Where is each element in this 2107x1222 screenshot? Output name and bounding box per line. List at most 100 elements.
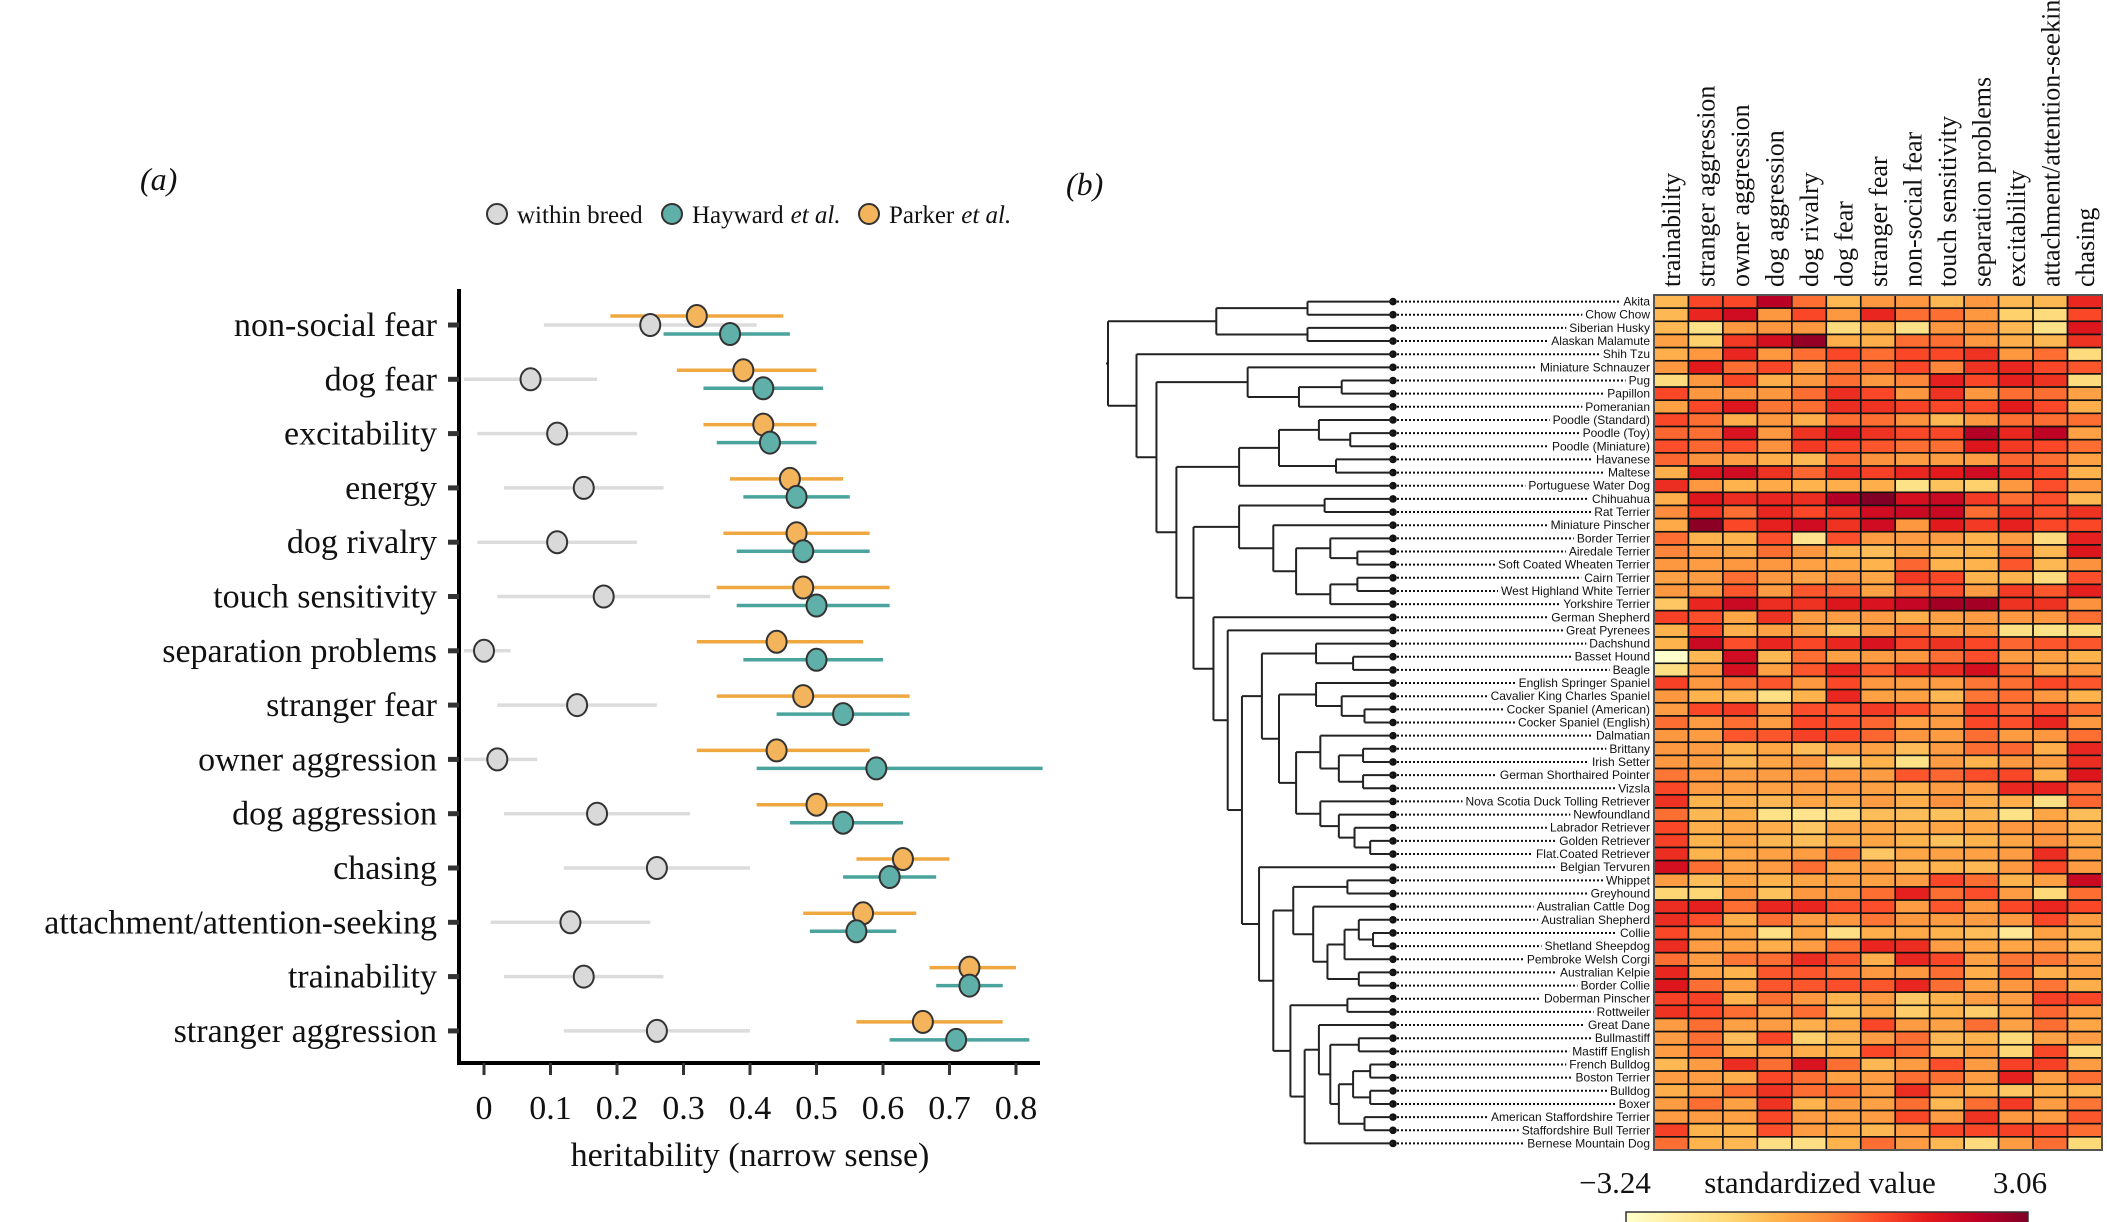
heatmap-cell bbox=[2066, 872, 2103, 888]
heatmap-cell bbox=[1756, 294, 1793, 309]
heatmap-cell bbox=[1653, 925, 1690, 941]
heatmap-cell bbox=[1928, 596, 1965, 612]
heatmap-cell bbox=[1894, 307, 1931, 323]
heatmap-cell bbox=[2032, 965, 2069, 980]
x-axis-title: heritability (narrow sense) bbox=[571, 1137, 930, 1174]
heatmap-cell bbox=[1859, 912, 1897, 928]
heatmap-cell bbox=[1894, 741, 1931, 757]
heatmap-cell bbox=[1722, 675, 1759, 691]
heatmap-cell bbox=[2032, 1030, 2069, 1046]
heatmap-cell bbox=[1722, 728, 1759, 744]
heatmap-cell bbox=[1963, 754, 2000, 770]
heatmap-cell bbox=[1859, 346, 1897, 362]
heatmap-cell bbox=[1756, 583, 1793, 599]
heatmap-cell bbox=[1963, 820, 2000, 836]
heatmap-cell bbox=[1653, 938, 1690, 954]
heatmap-cell bbox=[1653, 386, 1690, 402]
heatmap-cell bbox=[1825, 741, 1862, 757]
heatmap-cell bbox=[1963, 596, 2000, 612]
heatmap-cell bbox=[1722, 1030, 1759, 1046]
heatmap-cell bbox=[1997, 609, 2034, 625]
heatmap-cell bbox=[1825, 899, 1862, 915]
heatmap-cell bbox=[1653, 1109, 1690, 1125]
heatmap-cell bbox=[2066, 925, 2103, 941]
heatmap-cell bbox=[1791, 504, 1828, 520]
heatmap-cell bbox=[1722, 899, 1759, 915]
heatmap-cell bbox=[1756, 1057, 1793, 1072]
within-point bbox=[645, 1018, 668, 1043]
hayward-point bbox=[752, 376, 775, 401]
heatmap-cell bbox=[1756, 820, 1793, 836]
heatmap-cell bbox=[1859, 965, 1897, 980]
heatmap-cell bbox=[1997, 570, 2034, 586]
heatmap-cell bbox=[1928, 675, 1965, 691]
heatmap-cell bbox=[1791, 1096, 1828, 1112]
heatmap-cell bbox=[1756, 359, 1793, 375]
heatmap-cell bbox=[1963, 320, 2000, 336]
breed-label: Alaskan Malamute bbox=[1551, 334, 1650, 348]
heatmap-cell bbox=[1894, 846, 1931, 862]
heatmap-cell bbox=[1928, 912, 1965, 928]
heatmap-cell bbox=[2066, 1122, 2103, 1138]
heatmap-cell bbox=[2066, 438, 2103, 454]
heatmap-cell bbox=[1825, 1004, 1862, 1020]
breed-label: Poodle (Toy) bbox=[1583, 426, 1650, 440]
heatmap-cell bbox=[1928, 741, 1965, 757]
panel-a-label: (a) bbox=[140, 161, 177, 197]
heatmap-cell bbox=[1997, 346, 2034, 362]
heatmap-cell bbox=[1963, 846, 2000, 862]
heatmap-cell bbox=[1687, 780, 1724, 796]
colorbar-title: standardized value bbox=[1704, 1165, 1936, 1200]
heatmap-cell bbox=[1791, 307, 1828, 323]
heatmap-cell bbox=[2032, 609, 2069, 625]
heatmap-cell bbox=[1791, 741, 1828, 757]
heatmap-cell bbox=[1859, 320, 1897, 336]
heatmap-cell bbox=[1687, 557, 1724, 573]
heatmap-cell bbox=[1687, 425, 1724, 441]
heatmap-cell bbox=[1859, 807, 1897, 822]
heatmap-cell bbox=[2066, 465, 2103, 480]
heatmap-cell bbox=[1963, 478, 2000, 494]
heatmap-cell bbox=[1859, 649, 1897, 665]
heatmap-cell bbox=[1825, 425, 1862, 441]
heatmap-cell bbox=[1997, 899, 2034, 915]
heatmap-cell bbox=[1859, 688, 1897, 704]
heatmap-cell bbox=[1963, 1083, 2000, 1099]
heatmap-cell bbox=[1928, 373, 1965, 388]
heatmap-cell bbox=[1756, 833, 1793, 849]
heatmap-cell bbox=[1687, 452, 1724, 467]
heatmap-cell bbox=[1653, 846, 1690, 862]
heatmap-cell bbox=[1997, 386, 2034, 402]
heatmap-cell bbox=[1894, 1109, 1931, 1125]
heatmap-cell bbox=[1791, 978, 1828, 993]
heatmap-cell bbox=[1963, 373, 2000, 388]
breed-label: Irish Setter bbox=[1592, 755, 1650, 769]
heatmap-cell bbox=[1859, 780, 1897, 796]
breed-label: Doberman Pinscher bbox=[1544, 992, 1650, 1006]
heatmap-cell bbox=[1963, 438, 2000, 454]
heatmap-cell bbox=[2032, 991, 2069, 1007]
heatmap-cell bbox=[1997, 675, 2034, 691]
heatmap-cell bbox=[1791, 951, 1828, 967]
heatmap-cell bbox=[1963, 623, 2000, 638]
heatmap-cell bbox=[1928, 1136, 1965, 1151]
breed-label: Bulldog bbox=[1610, 1084, 1650, 1098]
heatmap-cell bbox=[1894, 294, 1931, 309]
heatmap-cell bbox=[1963, 465, 2000, 480]
heatmap-cell bbox=[1825, 754, 1862, 770]
heatmap-cell bbox=[1687, 859, 1724, 875]
heatmap-cell bbox=[1825, 1083, 1862, 1099]
heatmap-cell bbox=[1963, 517, 2000, 533]
hayward-point bbox=[865, 756, 888, 781]
breed-label: Border Terrier bbox=[1577, 531, 1650, 545]
heatmap-cell bbox=[1928, 951, 1965, 967]
heatmap-cell bbox=[1756, 715, 1793, 730]
legend-label-within: within breed bbox=[517, 202, 643, 229]
heatmap-cell bbox=[1963, 1096, 2000, 1112]
heatmap-cell bbox=[1653, 425, 1690, 441]
heatmap-cell bbox=[1791, 386, 1828, 402]
heatmap-cell bbox=[1859, 675, 1897, 691]
heatmap-cell bbox=[1722, 741, 1759, 757]
x-tick-label: 0.5 bbox=[795, 1090, 838, 1127]
